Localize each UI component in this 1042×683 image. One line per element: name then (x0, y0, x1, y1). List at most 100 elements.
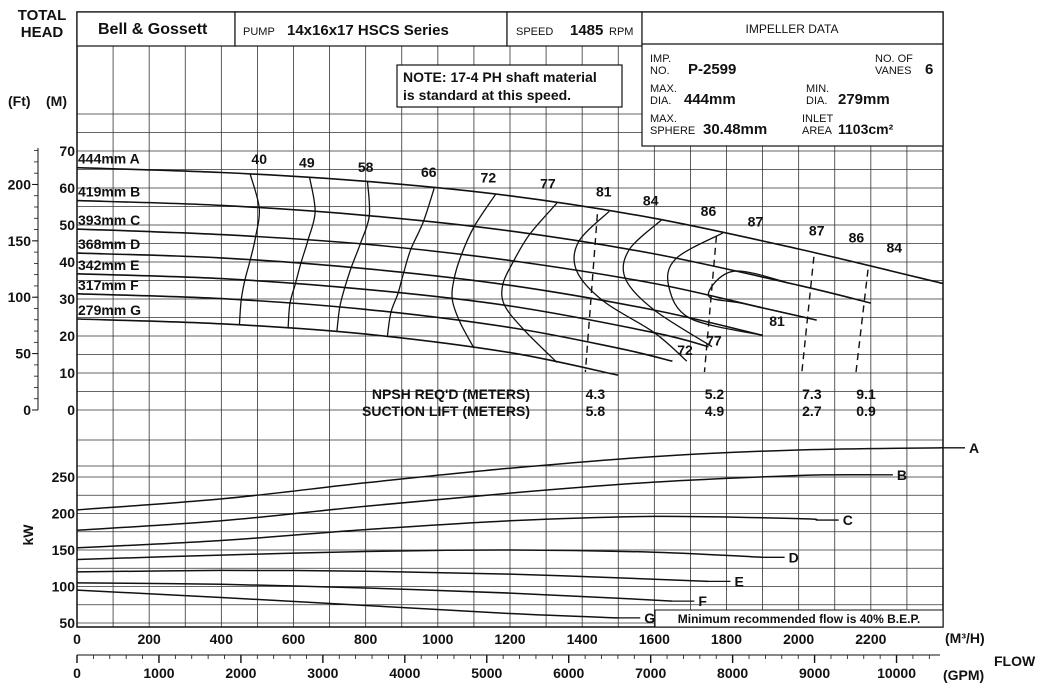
max-sphere-value: 30.48mm (703, 121, 767, 138)
x-tick-m3h: 1200 (494, 631, 525, 647)
efficiency-label: 86 (849, 229, 865, 245)
npsh-reqd-value: 5.2 (705, 386, 725, 402)
x-tick-gpm: 4000 (389, 665, 420, 681)
power-curve-label: G (644, 610, 655, 626)
inlet-area-value: 1103cm² (838, 121, 894, 137)
x-tick-m3h: 1800 (711, 631, 742, 647)
brand-box (76, 11, 236, 47)
head-curve-label: 444mm A (78, 151, 140, 167)
min-dia-value: 279mm (838, 91, 890, 108)
power-curve-b (76, 473, 871, 532)
note-line-2: is standard at this speed. (403, 87, 571, 103)
y-tick-ft: 50 (15, 346, 31, 362)
power-curves (76, 447, 965, 619)
x-tick-gpm: 0 (73, 665, 81, 681)
x-tick-m3h: 1600 (639, 631, 670, 647)
npsh-line (855, 269, 869, 373)
m3h-unit-label: (M³/H) (945, 630, 985, 646)
efficiency-label: 86 (701, 203, 717, 219)
x-tick-m3h: 400 (210, 631, 234, 647)
x-tick-gpm: 2000 (225, 665, 256, 681)
x-tick-gpm: 3000 (307, 665, 338, 681)
max-sphere-label-1: MAX. (650, 113, 677, 125)
unit-m-label: (M) (46, 93, 67, 109)
efficiency-contours (238, 174, 810, 363)
y-tick-m: 10 (59, 365, 75, 381)
y-tick-kw: 200 (52, 506, 76, 522)
vanes-label-1: NO. OF (875, 53, 913, 65)
efficiency-label: 72 (481, 169, 497, 185)
y-tick-m: 40 (59, 254, 75, 270)
x-tick-m3h: 2200 (855, 631, 886, 647)
imp-no-label-2: NO. (650, 65, 670, 77)
speed-box (506, 11, 643, 47)
efficiency-contour-loop (666, 232, 763, 336)
efficiency-label: 66 (421, 164, 437, 180)
head-curve-c (76, 228, 817, 321)
flow-axis-label: FLOW (994, 653, 1036, 669)
npsh-line (584, 214, 599, 373)
chart-frame (37, 11, 944, 628)
efficiency-label: 81 (596, 184, 612, 200)
npsh-line (801, 256, 815, 373)
min-flow-note: Minimum recommended flow is 40% B.E.P. (678, 612, 921, 626)
efficiency-label: 87 (748, 213, 764, 229)
total-head-label-1: TOTAL (18, 7, 67, 24)
x-tick-gpm: 9000 (799, 665, 830, 681)
efficiency-contour (287, 177, 316, 329)
min-dia-label-2: DIA. (806, 95, 827, 107)
y-tick-kw: 50 (59, 615, 75, 631)
power-curve-c (76, 515, 818, 549)
y-tick-m: 70 (59, 143, 75, 159)
x-tick-gpm: 8000 (717, 665, 748, 681)
max-dia-label-1: MAX. (650, 83, 677, 95)
efficiency-label: 77 (706, 333, 722, 349)
efficiency-contour-loop (707, 270, 810, 320)
pump-label: PUMP (243, 26, 275, 38)
vanes-label-2: VANES (875, 65, 911, 77)
vanes-value: 6 (925, 61, 933, 78)
y-tick-ft: 150 (8, 233, 32, 249)
power-curve-e (76, 569, 709, 583)
efficiency-contour (451, 193, 497, 349)
speed-value: 1485 (570, 22, 603, 39)
note-box (396, 64, 623, 108)
max-dia-value: 444mm (684, 91, 736, 108)
npsh-reqd-value: 4.3 (586, 386, 606, 402)
suction-lift-label: SUCTION LIFT (METERS) (362, 403, 530, 419)
brand-name: Bell & Gossett (98, 21, 208, 38)
power-curve-label: A (969, 440, 979, 456)
x-tick-m3h: 2000 (783, 631, 814, 647)
npsh-reqd-value: 7.3 (802, 386, 822, 402)
y-tick-kw: 150 (52, 542, 76, 558)
head-curve-e (76, 273, 709, 348)
y-tick-m: 0 (67, 402, 75, 418)
efficiency-label: 81 (769, 313, 785, 329)
y-tick-kw: 100 (52, 579, 76, 595)
head-curve-label: 393mm C (78, 212, 140, 228)
efficiency-label: 58 (358, 159, 374, 175)
power-curve-label: F (698, 593, 707, 609)
speed-label: SPEED (516, 26, 553, 38)
head-curve-g (76, 318, 619, 376)
max-sphere-label-2: SPHERE (650, 125, 695, 137)
head-curve-label: 279mm G (78, 302, 141, 318)
head-curve-label: 419mm B (78, 184, 140, 200)
x-tick-m3h: 600 (282, 631, 306, 647)
impeller-data-box (641, 11, 944, 147)
inlet-area-label-2: AREA (802, 125, 833, 137)
suction-lift-value: 4.9 (705, 403, 725, 419)
power-curve-f (76, 582, 673, 602)
x-tick-gpm: 5000 (471, 665, 502, 681)
npsh-reqd-value: 9.1 (856, 386, 876, 402)
power-curve-d (76, 549, 763, 561)
efficiency-label: 84 (886, 239, 902, 255)
x-tick-m3h: 1000 (422, 631, 453, 647)
chart-labels: 444mm A 419mm B 393mm C 368mm D 342mm E 317mm… (78, 151, 979, 626)
power-curve-label: B (897, 467, 907, 483)
min-flow-note-box (654, 609, 944, 628)
efficiency-contour (386, 188, 435, 337)
imp-no-label-1: IMP. (650, 53, 671, 65)
y-tick-ft: 200 (8, 176, 32, 192)
suction-lift-value: 5.8 (586, 403, 606, 419)
